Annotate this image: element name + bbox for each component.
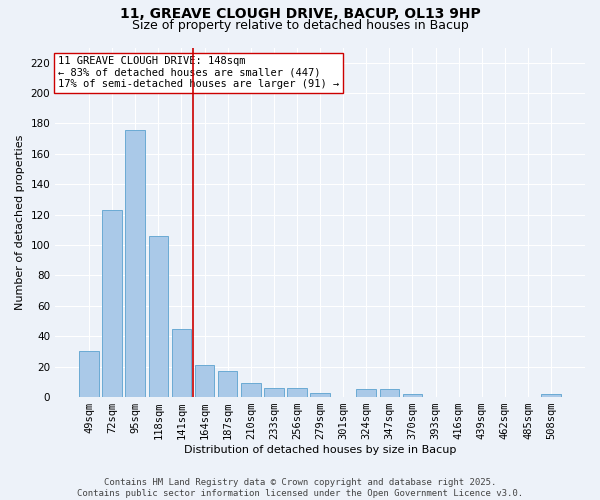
Bar xyxy=(403,394,422,397)
Bar xyxy=(241,384,260,397)
Bar xyxy=(195,365,214,397)
Bar xyxy=(125,130,145,397)
Bar xyxy=(541,394,561,397)
Bar xyxy=(149,236,168,397)
Y-axis label: Number of detached properties: Number of detached properties xyxy=(15,134,25,310)
Bar xyxy=(79,352,99,397)
Bar xyxy=(287,388,307,397)
Text: 11 GREAVE CLOUGH DRIVE: 148sqm
← 83% of detached houses are smaller (447)
17% of: 11 GREAVE CLOUGH DRIVE: 148sqm ← 83% of … xyxy=(58,56,339,90)
Bar xyxy=(172,328,191,397)
X-axis label: Distribution of detached houses by size in Bacup: Distribution of detached houses by size … xyxy=(184,445,456,455)
Bar xyxy=(264,388,284,397)
Bar xyxy=(380,390,399,397)
Bar xyxy=(103,210,122,397)
Text: Size of property relative to detached houses in Bacup: Size of property relative to detached ho… xyxy=(131,19,469,32)
Text: 11, GREAVE CLOUGH DRIVE, BACUP, OL13 9HP: 11, GREAVE CLOUGH DRIVE, BACUP, OL13 9HP xyxy=(119,8,481,22)
Bar xyxy=(218,371,238,397)
Bar xyxy=(356,390,376,397)
Bar xyxy=(310,392,330,397)
Text: Contains HM Land Registry data © Crown copyright and database right 2025.
Contai: Contains HM Land Registry data © Crown c… xyxy=(77,478,523,498)
